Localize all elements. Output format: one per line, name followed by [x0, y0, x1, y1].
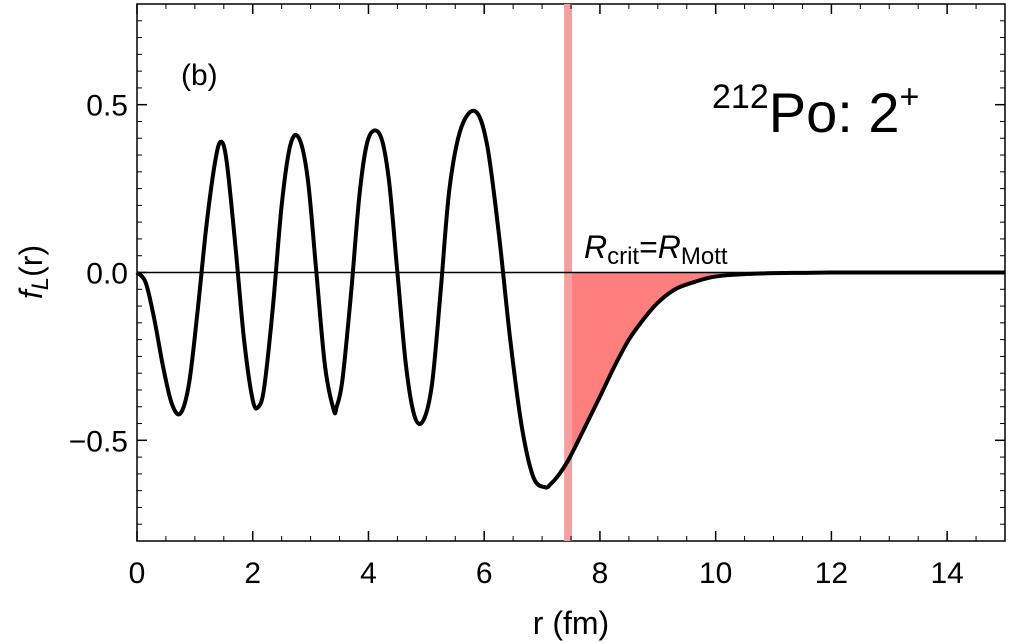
x-tick-label: 10: [699, 557, 732, 590]
title-mass-number: 212: [712, 78, 769, 116]
mott-R: R: [658, 229, 681, 265]
y-tick-label: 0.0: [86, 258, 128, 291]
crit-eq: =: [639, 229, 658, 265]
x-tick-label: 2: [244, 557, 261, 590]
y-tick-label: −0.5: [69, 425, 128, 458]
crit-sub: crit: [607, 243, 639, 270]
x-tick-label: 8: [592, 557, 609, 590]
x-tick-label: 0: [129, 557, 146, 590]
x-tick-label: 12: [815, 557, 848, 590]
x-tick-label: 6: [476, 557, 493, 590]
wavefunction-curve: [135, 108, 1005, 490]
crit-R: R: [584, 229, 607, 265]
y-axis-arg: (r): [13, 245, 49, 277]
y-axis-title: fL(r): [13, 245, 54, 299]
x-tick-label: 4: [360, 557, 377, 590]
x-axis-title: r (fm): [533, 605, 609, 641]
title-main: Po: 2: [769, 81, 900, 144]
mott-sub: Mott: [681, 243, 728, 270]
title-parity: +: [900, 78, 920, 116]
shaded-region-layer: [568, 272, 1005, 461]
shaded-region: [568, 272, 1005, 461]
x-tick-label: 14: [930, 557, 963, 590]
tick-layer: 0 2 4 6 8 10 12 14 0.5 0.0 −0.5: [69, 3, 1006, 590]
critical-radius-label: Rcrit=RMott: [584, 229, 728, 270]
y-tick-label: 0.5: [86, 90, 128, 123]
curve-layer: [135, 108, 1005, 490]
panel-label: (b): [181, 59, 218, 92]
plot-title: 212Po: 2+: [712, 78, 919, 144]
y-axis-sub: L: [27, 277, 54, 290]
